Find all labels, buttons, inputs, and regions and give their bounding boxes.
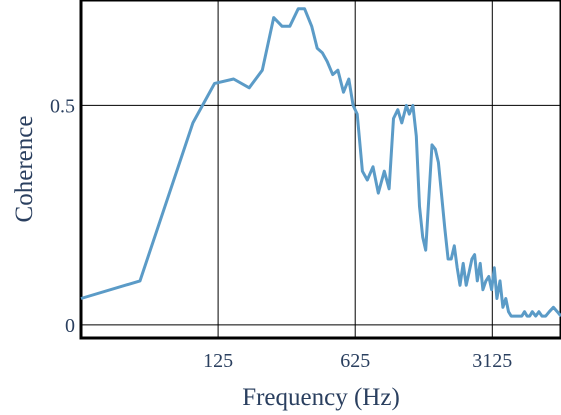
coherence-line <box>80 7 561 318</box>
y-axis-title: Coherence <box>11 116 38 223</box>
x-tick-label: 125 <box>203 350 233 372</box>
series-layer <box>80 7 561 318</box>
x-axis-title: Frequency (Hz) <box>242 384 400 411</box>
y-tick-label: 0 <box>65 315 75 337</box>
plot-frame <box>79 0 561 340</box>
x-tick-label: 625 <box>340 350 370 372</box>
grid-lines <box>81 0 561 338</box>
x-tick-label: 3125 <box>472 350 512 372</box>
y-tick-label: 0.5 <box>50 95 75 117</box>
tick-labels: 125 625 3125 0 0.5 <box>50 95 512 372</box>
